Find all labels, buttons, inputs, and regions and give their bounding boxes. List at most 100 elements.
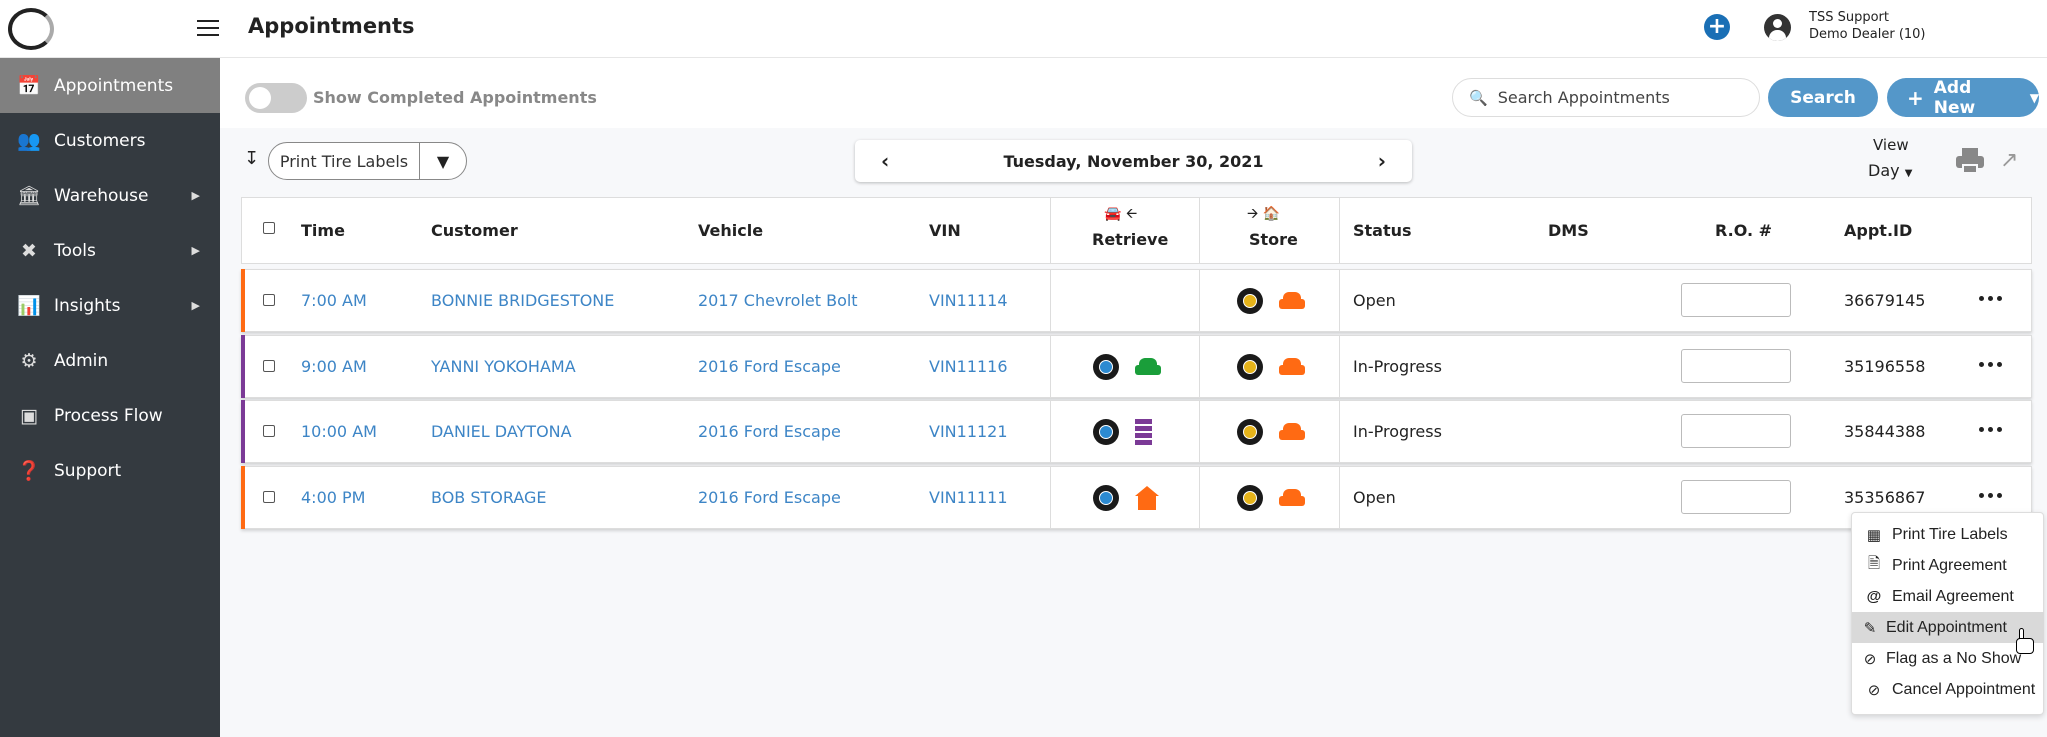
sidebar-item-label: Process Flow [54,405,163,426]
logo[interactable] [8,8,54,50]
avatar[interactable] [1764,14,1791,41]
table-row[interactable]: 7:00 AM BONNIE BRIDGESTONE 2017 Chevrole… [241,269,2032,332]
appointment-time-link[interactable]: 7:00 AM [301,291,367,310]
hamburger-menu-icon[interactable] [197,20,219,36]
edit-icon: ✎ [1863,619,1877,637]
vehicle-link[interactable]: 2016 Ford Escape [698,422,841,441]
date-navigator: ‹ Tuesday, November 30, 2021 › [855,140,1412,182]
col-customer[interactable]: Customer [431,221,518,240]
col-ro[interactable]: R.O. # [1715,221,1772,240]
sidebar-item-admin[interactable]: ⚙ Admin [0,333,220,388]
row-checkbox[interactable] [263,425,275,437]
col-store[interactable]: Store [1249,230,1298,249]
quick-add-button[interactable]: + [1704,14,1730,40]
customer-link[interactable]: BOB STORAGE [431,488,547,507]
at-icon: @ [1866,588,1882,605]
more-actions-icon[interactable] [1979,362,2003,368]
col-time[interactable]: Time [301,221,345,240]
menu-edit-appointment[interactable]: ✎ Edit Appointment [1852,612,2044,643]
search-button[interactable]: Search [1768,78,1878,117]
view-select[interactable]: Day ▼ [1868,161,1912,183]
warehouse-orange-icon [1135,485,1159,510]
sidebar-item-label: Tools [54,240,96,261]
vin-link[interactable]: VIN11116 [929,357,1008,376]
vehicle-link[interactable]: 2016 Ford Escape [698,488,841,507]
appointment-time-link[interactable]: 10:00 AM [301,422,377,441]
customer-link[interactable]: BONNIE BRIDGESTONE [431,291,615,310]
menu-print-agreement[interactable]: 🗎 Print Agreement [1852,550,2044,581]
vehicle-link[interactable]: 2017 Chevrolet Bolt [698,291,858,310]
customer-link[interactable]: DANIEL DAYTONA [431,422,572,441]
customer-link[interactable]: YANNI YOKOHAMA [431,357,576,376]
sidebar-item-insights[interactable]: 📊 Insights ▶ [0,278,220,333]
menu-flag-no-show[interactable]: ⊘ Flag as a No Show [1852,643,2044,674]
summer-tire-icon [1237,287,1263,314]
retrieve-icons [1093,467,1159,528]
view-value: Day [1868,161,1900,180]
arrow-right-warehouse-icon: 🡪 🏠 [1247,206,1281,222]
appointment-time-link[interactable]: 4:00 PM [301,488,366,507]
menu-cancel-appointment[interactable]: ⊘ Cancel Appointment [1852,674,2044,705]
search-placeholder: Search Appointments [1497,88,1670,107]
show-completed-toggle[interactable] [245,83,307,113]
menu-label: Email Agreement [1892,587,2014,605]
ro-number-input[interactable] [1681,414,1791,448]
col-vin[interactable]: VIN [929,221,961,240]
table-row[interactable]: 4:00 PM BOB STORAGE 2016 Ford Escape VIN… [241,466,2032,529]
col-vehicle[interactable]: Vehicle [698,221,764,240]
sidebar-item-appointments[interactable]: 📅 Appointments [0,58,220,113]
vehicle-link[interactable]: 2016 Ford Escape [698,357,841,376]
row-checkbox[interactable] [263,360,275,372]
col-retrieve[interactable]: Retrieve [1092,230,1169,249]
menu-label: Cancel Appointment [1892,680,2036,698]
row-checkbox[interactable] [263,294,275,306]
ro-number-input[interactable] [1681,283,1791,317]
col-dms[interactable]: DMS [1548,221,1589,240]
sort-icon[interactable]: ↧ [244,148,260,169]
col-status[interactable]: Status [1353,221,1412,240]
chart-icon: 📊 [17,295,41,317]
table-row[interactable]: 10:00 AM DANIEL DAYTONA 2016 Ford Escape… [241,400,2032,463]
ro-number-input[interactable] [1681,480,1791,514]
sidebar-item-process-flow[interactable]: ▣ Process Flow [0,388,220,443]
appt-id: 35356867 [1844,488,1926,507]
table-row[interactable]: 9:00 AM YANNI YOKOHAMA 2016 Ford Escape … [241,335,2032,398]
row-checkbox[interactable] [263,491,275,503]
vin-link[interactable]: VIN11111 [929,488,1008,507]
next-day-icon[interactable]: › [1377,149,1386,173]
print-tire-labels-split-button[interactable]: Print Tire Labels ▼ [268,142,467,180]
chevron-right-icon: ▶ [191,189,200,202]
sidebar-item-support[interactable]: ❓ Support [0,443,220,498]
users-icon: 👥 [17,130,41,152]
car-green-icon [1135,357,1161,377]
more-actions-icon[interactable] [1979,296,2003,302]
vin-link[interactable]: VIN11121 [929,422,1008,441]
sidebar-item-label: Warehouse [54,185,149,206]
caret-down-icon: ▼ [2029,90,2039,105]
export-icon[interactable]: ↗ [2000,148,2019,173]
search-input[interactable]: 🔍 Search Appointments [1452,78,1760,117]
more-actions-icon[interactable] [1979,493,2003,499]
filter-dropdown-icon[interactable]: ▼ [436,151,450,171]
previous-day-icon[interactable]: ‹ [881,149,890,173]
plus-icon: + [1907,85,1924,110]
appointment-time-link[interactable]: 9:00 AM [301,357,367,376]
car-orange-icon [1279,357,1305,377]
vin-link[interactable]: VIN11114 [929,291,1008,310]
more-actions-icon[interactable] [1979,427,2003,433]
tools-icon: ✖ [21,239,37,262]
menu-print-tire-labels[interactable]: ▦ Print Tire Labels [1852,519,2044,550]
sidebar-item-label: Customers [54,130,146,151]
select-all-checkbox[interactable] [263,222,275,234]
col-appt-id[interactable]: Appt.ID [1844,221,1913,240]
sidebar-item-tools[interactable]: ✖ Tools ▶ [0,223,220,278]
sidebar-item-warehouse[interactable]: 🏛 Warehouse ▶ [0,168,220,223]
context-menu: ▦ Print Tire Labels 🗎 Print Agreement @ Ema… [1851,512,2044,715]
menu-email-agreement[interactable]: @ Email Agreement [1852,581,2044,612]
add-new-button[interactable]: + Add New ▼ [1887,78,2039,118]
print-icon[interactable] [1956,148,1984,174]
row-status-bar [241,269,245,332]
ro-number-input[interactable] [1681,349,1791,383]
sidebar-item-customers[interactable]: 👥 Customers [0,113,220,168]
print-tire-labels-button[interactable]: Print Tire Labels [279,151,409,171]
